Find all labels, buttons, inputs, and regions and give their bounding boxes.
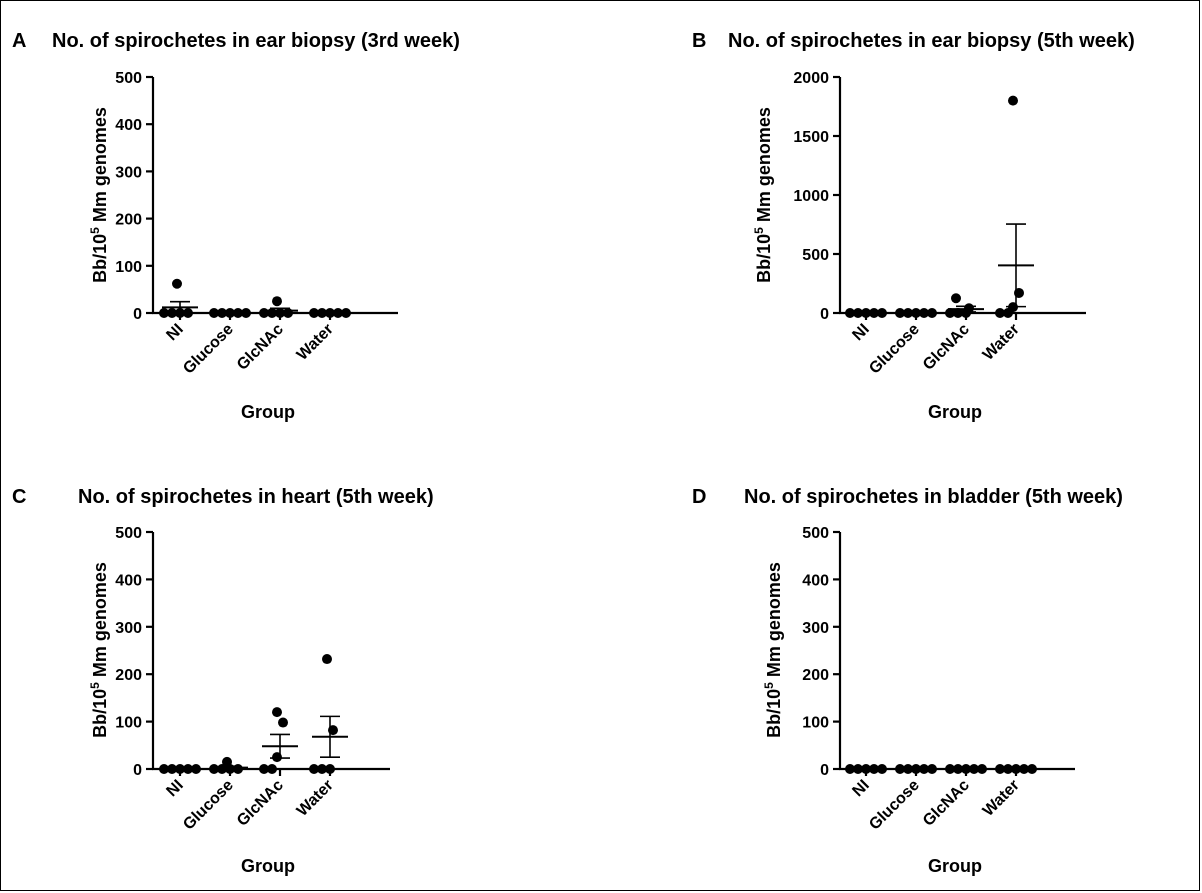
panel-b-data-point [961, 308, 971, 318]
panel-b-data-point [945, 308, 955, 318]
panel-d-x-tick-label: GlcNAc [920, 777, 973, 830]
panel-d-x-tick-label: Water [980, 777, 1023, 820]
panel-c-xlabel: Group [241, 856, 295, 876]
panel-b-y-tick-label: 1500 [793, 129, 829, 146]
panel-d-x-tick-label: NI [849, 777, 872, 800]
panel-a-y-tick-label: 500 [115, 70, 142, 87]
panel-a-y-tick-label: 0 [133, 306, 142, 323]
panel-c-data-point [317, 764, 327, 774]
panel-c-y-tick-label: 0 [133, 762, 142, 779]
panel-a-y-tick-label: 200 [115, 212, 142, 229]
panel-a-x-tick-label: Glucose [180, 321, 237, 378]
panel-d-x-tick-label: Glucose [866, 777, 923, 834]
panel-b-ylabel-rest: Mm genomes [754, 107, 774, 227]
panel-d-ylabel-sup: 5 [762, 682, 776, 689]
panel-a-y-tick-label: 100 [115, 259, 142, 276]
panel-c-data-point [267, 764, 277, 774]
panel-a-x-tick-label: NI [163, 321, 186, 344]
panel-a-x-tick-label: GlcNAc [234, 321, 287, 374]
panel-a-letter: A [12, 30, 26, 52]
panel-a-ylabel-rest: Mm genomes [90, 107, 110, 227]
panel-b-data-point [995, 308, 1005, 318]
panel-c: C No. of spirochetes in heart (5th week)… [12, 486, 434, 876]
panel-d-y-tick-label: 400 [802, 572, 829, 589]
panel-c-letter: C [12, 486, 26, 508]
panel-d-title: No. of spirochetes in bladder (5th week) [744, 486, 1123, 508]
panel-b-letter: B [692, 30, 706, 52]
panel-a-title: No. of spirochetes in ear biopsy (3rd we… [52, 30, 460, 52]
panel-a-data-point [159, 308, 169, 318]
panel-b-ylabel: Bb/105 Mm genomes [752, 107, 774, 283]
panel-c-data-point [278, 717, 288, 728]
panel-a-x-tick-label: Water [294, 321, 337, 364]
panel-b-x-tick-label: NI [849, 321, 872, 344]
panel-a-xlabel: Group [241, 402, 295, 422]
panel-b-y-tick-label: 2000 [793, 70, 829, 87]
panel-b-x-tick-label: Glucose [866, 321, 923, 378]
panel-b-data-point [951, 293, 961, 304]
panel-a: A No. of spirochetes in ear biopsy (3rd … [12, 30, 460, 422]
panel-d-y-tick-label: 100 [802, 715, 829, 732]
panel-a-ylabel-sup: 5 [88, 227, 102, 234]
panel-a-y-tick-label: 300 [115, 164, 142, 181]
panel-c-y-tick-label: 200 [115, 667, 142, 684]
panel-d-ylabel-main: Bb/10 [764, 689, 784, 738]
panel-b-title: No. of spirochetes in ear biopsy (5th we… [728, 30, 1135, 52]
panel-d-y-tick-label: 200 [802, 667, 829, 684]
panel-c-y-tick-label: 300 [115, 620, 142, 637]
panel-d-ylabel-rest: Mm genomes [764, 562, 784, 682]
panel-b-data-point [1003, 308, 1013, 318]
panel-c-ylabel-sup: 5 [88, 682, 102, 689]
panel-a-y-tick-label: 400 [115, 117, 142, 134]
panel-c-y-tick-label: 400 [115, 572, 142, 589]
panel-d-y-tick-label: 300 [802, 620, 829, 637]
panel-b-x-tick-label: GlcNAc [920, 321, 973, 374]
panel-b-y-tick-label: 1000 [793, 188, 829, 205]
panel-b-ylabel-main: Bb/10 [754, 234, 774, 283]
panel-c-data-point [259, 764, 269, 774]
panel-a-ylabel: Bb/105 Mm genomes [88, 107, 110, 283]
panel-c-x-tick-label: Glucose [180, 777, 237, 834]
panel-a-ylabel-main: Bb/10 [90, 234, 110, 283]
panel-b-x-tick-label: Water [980, 321, 1023, 364]
panel-c-y-tick-label: 500 [115, 525, 142, 542]
panel-a-data-point [272, 296, 282, 307]
panel-b-xlabel: Group [928, 402, 982, 422]
panel-b-ylabel-sup: 5 [752, 227, 766, 234]
panel-d-xlabel: Group [928, 856, 982, 876]
panel-a-data-point [172, 278, 182, 289]
panel-c-data-point [325, 764, 335, 774]
panel-c-x-tick-label: Water [294, 777, 337, 820]
panel-d-ylabel: Bb/105 Mm genomes [762, 562, 784, 738]
panel-c-ylabel-rest: Mm genomes [90, 562, 110, 682]
panel-b-data-point [1008, 95, 1018, 106]
panel-c-ylabel: Bb/105 Mm genomes [88, 562, 110, 738]
panel-c-title: No. of spirochetes in heart (5th week) [78, 486, 434, 508]
panel-c-data-point [309, 764, 319, 774]
panel-c-ylabel-main: Bb/10 [90, 689, 110, 738]
panel-c-x-tick-label: GlcNAc [234, 777, 287, 830]
panel-d-y-tick-label: 0 [820, 762, 829, 779]
panel-c-data-point [322, 654, 332, 665]
panel-d-y-tick-label: 500 [802, 525, 829, 542]
panel-d: D No. of spirochetes in bladder (5th wee… [692, 486, 1123, 876]
panel-c-y-tick-label: 100 [115, 715, 142, 732]
panel-c-data-point [272, 707, 282, 718]
panel-b-y-tick-label: 0 [820, 306, 829, 323]
panel-b: B No. of spirochetes in ear biopsy (5th … [692, 30, 1135, 422]
panel-c-x-tick-label: NI [163, 777, 186, 800]
panel-b-y-tick-label: 500 [802, 247, 829, 264]
panel-b-data-point [953, 308, 963, 318]
panel-d-letter: D [692, 486, 706, 508]
panel-c-data-point [209, 764, 219, 774]
